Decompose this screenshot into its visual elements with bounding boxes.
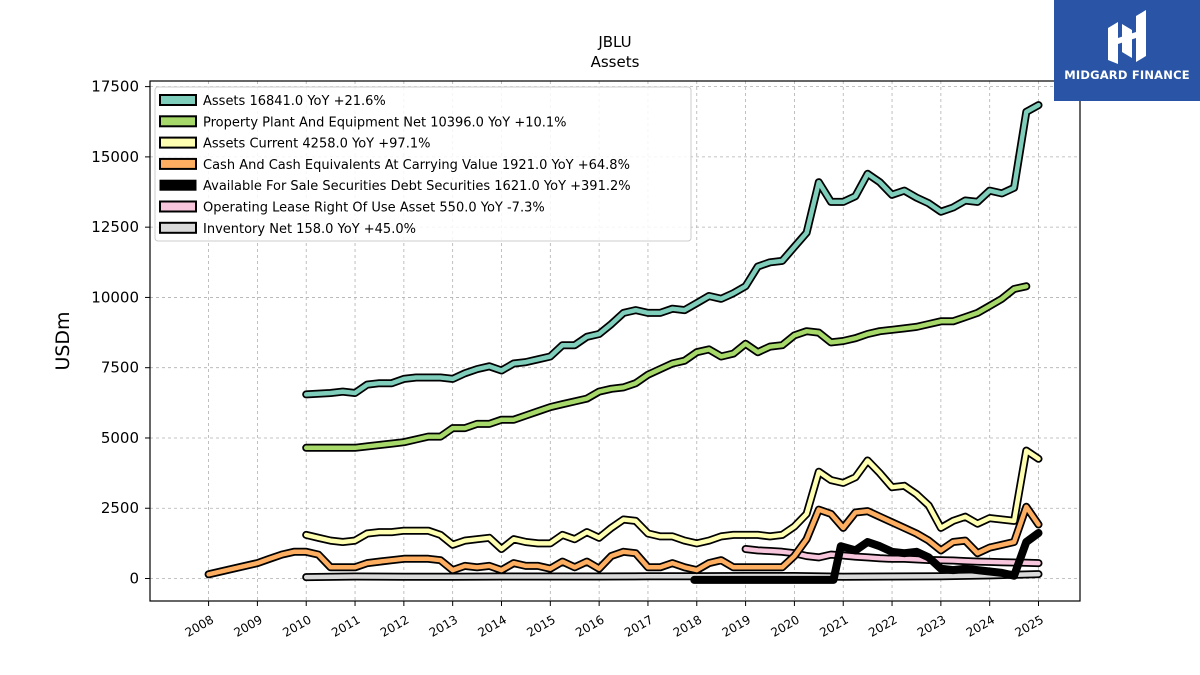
series-line [302, 282, 1031, 452]
x-tick-label: 2009 [231, 612, 264, 639]
series-line [690, 529, 1043, 584]
legend-label: Available For Sale Securities Debt Secur… [203, 179, 631, 194]
series-path [303, 571, 1041, 580]
legend-swatch [159, 94, 197, 106]
x-tick-label: 2023 [915, 612, 948, 639]
x-tick-label: 2024 [964, 612, 997, 639]
x-tick-label: 2010 [280, 612, 313, 639]
series-path [206, 504, 1041, 577]
chart-subtitle: Assets [591, 53, 640, 71]
legend-swatch [159, 157, 197, 170]
y-tick-label: 12500 [91, 218, 139, 236]
legend-label: Assets Current 4258.0 YoY +97.1% [203, 137, 430, 152]
x-tick-label: 2016 [573, 612, 606, 639]
x-tick-label: 2022 [866, 612, 899, 639]
plot-frame [149, 80, 1081, 602]
legend-swatch [159, 115, 197, 128]
series-path [690, 529, 1043, 584]
y-tick-label: 17500 [91, 78, 139, 96]
midgard-logo-icon [1108, 10, 1146, 64]
legend-label: Inventory Net 158.0 YoY +45.0% [203, 222, 416, 237]
series-line [204, 502, 1043, 579]
brand-name: MIDGARD FINANCE [1064, 68, 1190, 82]
legend-label: Assets 16841.0 YoY +21.6% [203, 94, 386, 109]
legend-swatch [159, 200, 197, 213]
y-tick-label: 5000 [101, 429, 139, 447]
x-tick-label: 2011 [329, 612, 362, 639]
x-tick-label: 2021 [817, 612, 850, 639]
x-tick-label: 2015 [524, 612, 557, 639]
series-path [303, 448, 1041, 552]
legend-label: Property Plant And Equipment Net 10396.0… [203, 115, 567, 130]
y-tick-label: 2500 [101, 499, 139, 517]
legend: Assets 16841.0 YoY +21.6% Property Plant … [154, 86, 692, 242]
x-tick-label: 2012 [378, 612, 411, 639]
x-tick-label: 2018 [671, 612, 704, 639]
series-path [303, 284, 1029, 451]
x-tick-label: 2025 [1013, 612, 1046, 639]
series-line [302, 101, 1043, 399]
y-axis-label: USDm [52, 311, 74, 370]
chart-title: JBLU [597, 33, 631, 51]
x-tick-label: 2008 [183, 612, 216, 639]
legend-swatch [159, 136, 197, 149]
series-path [303, 102, 1041, 397]
series-line [302, 570, 1043, 582]
y-tick-label: 10000 [91, 288, 139, 306]
brand-logo: MIDGARD FINANCE [1054, 0, 1200, 101]
legend-box [154, 86, 692, 242]
legend-label: Cash And Cash Equivalents At Carrying Va… [203, 158, 630, 173]
x-tick-label: 2019 [720, 612, 753, 639]
x-tick-label: 2020 [768, 612, 801, 639]
y-tick-label: 0 [129, 570, 139, 588]
x-tick-label: 2014 [476, 612, 509, 639]
legend-label: Operating Lease Right Of Use Asset 550.0… [203, 201, 545, 216]
x-tick-label: 2013 [427, 612, 460, 639]
y-tick-label: 15000 [91, 148, 139, 166]
series-layer [204, 101, 1043, 584]
legend-swatch [159, 221, 197, 234]
y-tick-label: 7500 [101, 359, 139, 377]
x-tick-label: 2017 [622, 612, 655, 639]
legend-swatch [159, 179, 197, 191]
series-line [302, 446, 1043, 553]
